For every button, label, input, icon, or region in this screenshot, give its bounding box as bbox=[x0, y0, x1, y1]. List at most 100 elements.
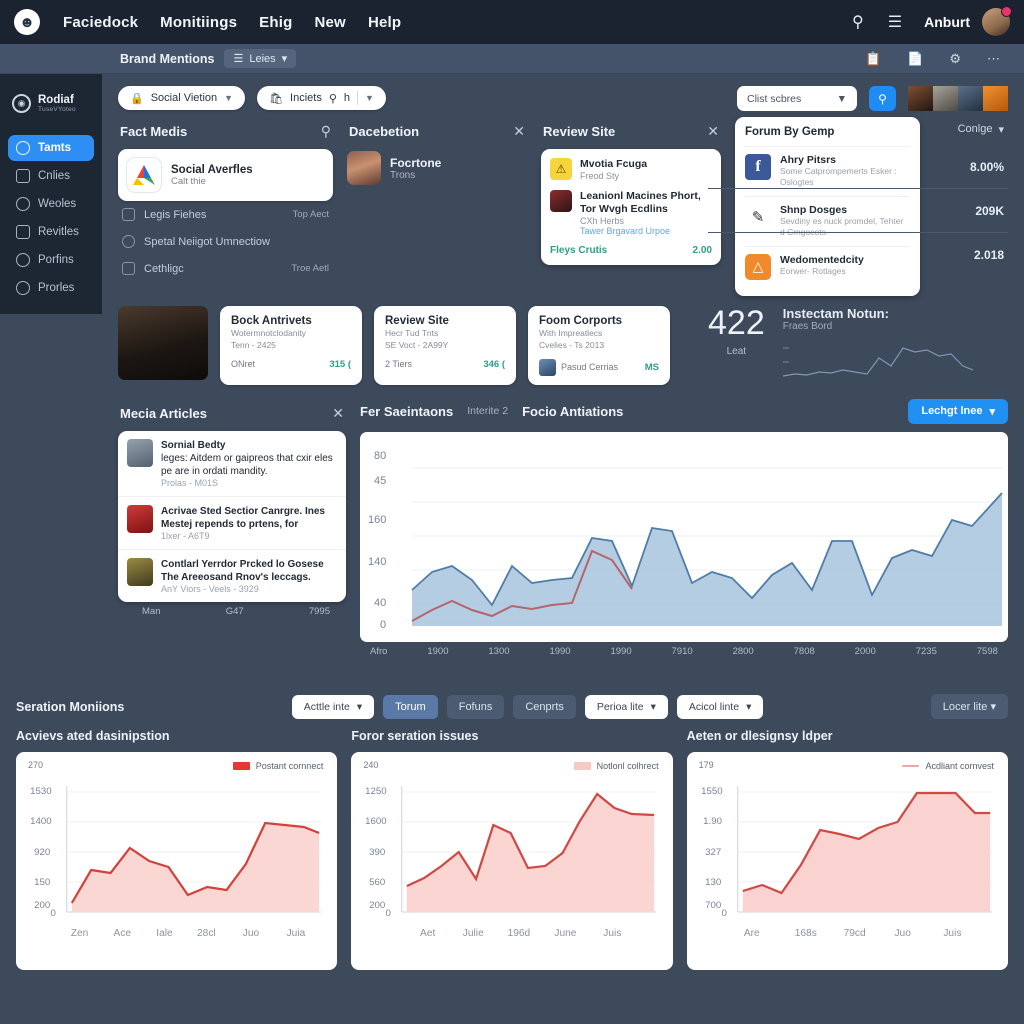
social-vietion-dropdown[interactable]: 🔒 Social Vietion ▼ bbox=[118, 86, 246, 110]
focrtone-card[interactable]: Focrtone Trons bbox=[347, 149, 527, 185]
review-footer-link[interactable]: Fleys Crutis bbox=[550, 245, 608, 257]
list-item[interactable]: Legis Fiehes Top Aect bbox=[118, 201, 333, 228]
bottom-chart-3[interactable]: 179 Acdliant cornvest bbox=[686, 752, 1008, 970]
clock-icon bbox=[122, 235, 135, 248]
svg-text:Juis: Juis bbox=[604, 928, 622, 939]
avatar[interactable] bbox=[958, 86, 983, 111]
review-item[interactable]: ⚠ Mvotia Fcuga Freod Sty bbox=[550, 158, 712, 181]
inciets-dropdown[interactable]: 🛍 Inciets ⚲ h ▼ bbox=[257, 86, 386, 110]
perioa-lite-dropdown[interactable]: Perioa lite ▾ bbox=[584, 694, 668, 719]
sidebar-item-porfins[interactable]: Porfins bbox=[8, 247, 94, 273]
social-averfles-card[interactable]: Social Averfles Calt thie bbox=[118, 149, 333, 201]
menu-item-3[interactable]: New bbox=[314, 13, 346, 31]
google-drive-icon bbox=[126, 157, 162, 193]
avatar[interactable] bbox=[933, 86, 958, 111]
sidebar-item-label: Cnlies bbox=[38, 170, 70, 182]
tab-torum[interactable]: Torum bbox=[383, 694, 438, 719]
more-icon[interactable]: ⋯ bbox=[987, 50, 1000, 66]
main-chart[interactable]: 80 45 160 140 40 0 bbox=[360, 431, 1008, 642]
axis-label: 7995 bbox=[308, 605, 330, 617]
dropdown-label: Acttle inte bbox=[303, 700, 350, 713]
svg-text:28cl: 28cl bbox=[197, 928, 216, 939]
list-item[interactable]: Cethligc Troe Aetl bbox=[118, 255, 333, 282]
list-item[interactable]: Contlarl Yerrdor Prcked lo Gosese The Ar… bbox=[118, 548, 346, 602]
avatar[interactable] bbox=[908, 86, 933, 111]
sidebar-item-prorles[interactable]: Prorles bbox=[8, 275, 94, 301]
search-select[interactable]: Clist scbres ▼ bbox=[737, 86, 857, 111]
user-avatar[interactable] bbox=[982, 6, 1012, 36]
menu-item-0[interactable]: Faciedock bbox=[63, 13, 139, 31]
chart-extra-title: Focio Antiations bbox=[522, 403, 624, 419]
forum-row[interactable]: △ Wedomentedcity Eorwer- Rotlages bbox=[745, 245, 910, 287]
tab-cenprts[interactable]: Cenprts bbox=[513, 694, 576, 719]
mini-card-title: Bock Antrivets bbox=[231, 314, 312, 327]
svg-text:Are: Are bbox=[744, 928, 760, 939]
list-item-label: Legis Fiehes bbox=[144, 208, 207, 221]
big-stat-title: Instectam Notun: bbox=[782, 306, 889, 321]
brand-logo-icon[interactable]: ☻ bbox=[14, 9, 40, 35]
search-icon[interactable]: ⚲ bbox=[320, 123, 331, 139]
article-meta: Prolas - M01S bbox=[161, 477, 219, 488]
panels-row-2: Bock Antrivets Wotermnotclodanity Tenn -… bbox=[102, 296, 1024, 385]
legend-label: Notlonl colhrect bbox=[596, 761, 659, 771]
svg-text:390: 390 bbox=[370, 847, 386, 858]
document-icon[interactable]: 📄 bbox=[907, 50, 924, 66]
svg-text:168s: 168s bbox=[794, 928, 816, 939]
mini-card[interactable]: Bock Antrivets Wotermnotclodanity Tenn -… bbox=[220, 305, 362, 385]
sidebar-item-label: Prorles bbox=[38, 282, 75, 294]
close-icon[interactable]: ✕ bbox=[332, 404, 344, 421]
bottom-chart-1[interactable]: 270 Postant cornnect bbox=[16, 752, 338, 970]
person-a bbox=[127, 438, 153, 467]
menu-icon[interactable]: ☰ bbox=[887, 14, 903, 31]
menu-item-2[interactable]: Ehig bbox=[259, 13, 293, 31]
lechgt-lnee-button[interactable]: Lechgt lnee ▾ bbox=[908, 398, 1008, 424]
close-icon[interactable]: ✕ bbox=[513, 123, 525, 139]
review-item[interactable]: Leanionl Macines Phort, Tor Wvgh Ecdlins… bbox=[550, 190, 712, 236]
search-icon[interactable]: ⚲ bbox=[328, 92, 337, 105]
svg-text:1400: 1400 bbox=[30, 816, 51, 827]
card-title: Focrtone bbox=[390, 155, 442, 170]
list-item-label: Cethligc bbox=[144, 262, 184, 275]
mini-card[interactable]: Review Site Hecr Tud Tnts SE Voct - 2A99… bbox=[374, 305, 516, 385]
locer-lite-dropdown[interactable]: Locer lite ▾ bbox=[930, 694, 1009, 719]
acttle-inte-dropdown[interactable]: Acttle inte ▾ bbox=[291, 694, 375, 719]
forum-row-title: Shnp Dosges bbox=[780, 203, 848, 216]
bottom-chart-2[interactable]: 240 Notlonl colhrect bbox=[351, 752, 673, 970]
svg-text:140: 140 bbox=[368, 556, 386, 568]
sidebar-brand-tagline: TuseVYoteo bbox=[38, 106, 76, 113]
avatar[interactable] bbox=[983, 86, 1008, 111]
list-item[interactable]: Sornial Bedty leges: Aitdem or gaipreos … bbox=[118, 431, 346, 496]
list-item[interactable]: Spetal Neiigot Umnectiow bbox=[118, 228, 333, 255]
acicol-linte-dropdown[interactable]: Acicol linte ▾ bbox=[676, 694, 764, 719]
list-item-right: Troe Aetl bbox=[291, 263, 329, 274]
mini-card[interactable]: Foom Corports With Impreatlecs Cvelies -… bbox=[528, 305, 670, 385]
sidebar-item-cnlies[interactable]: Cnlies bbox=[8, 163, 94, 189]
speaker-photo bbox=[118, 305, 208, 380]
mini-card-line2: SE Voct - 2A99Y bbox=[385, 340, 449, 351]
account-name[interactable]: Anburt bbox=[924, 14, 970, 30]
tab-fofuns[interactable]: Fofuns bbox=[446, 694, 505, 719]
chevron-down-icon: ▾ bbox=[281, 53, 288, 65]
lock-icon: 🔒 bbox=[130, 92, 144, 105]
chevron-down-icon: ▼ bbox=[836, 92, 847, 105]
menu-item-1[interactable]: Monitiings bbox=[160, 13, 238, 31]
menu-item-4[interactable]: Help bbox=[367, 13, 402, 31]
search-icon[interactable]: ⚲ bbox=[852, 14, 864, 31]
svg-text:Aet: Aet bbox=[420, 928, 435, 939]
search-button[interactable]: ⚲ bbox=[869, 86, 896, 111]
svg-text:150: 150 bbox=[34, 877, 50, 888]
list-item[interactable]: Acrivae Sted Sectior Canrgre. Ines Meste… bbox=[118, 495, 346, 549]
media-articles-list: Sornial Bedty leges: Aitdem or gaipreos … bbox=[118, 430, 346, 602]
gear-icon[interactable]: ⚙ bbox=[949, 50, 961, 66]
sidebar-item-label: Tamts bbox=[38, 142, 72, 154]
sidebar-item-weoles[interactable]: Weoles bbox=[8, 191, 94, 217]
svg-text:45: 45 bbox=[374, 475, 386, 487]
forum-row[interactable]: f Ahry Pitsrs Some Catprompemerts Esker … bbox=[745, 146, 910, 196]
svg-text:196d: 196d bbox=[508, 928, 531, 939]
sidebar-item-tamts[interactable]: Tamts bbox=[8, 135, 94, 161]
config-dropdown[interactable]: Conlge ▾ bbox=[708, 117, 1008, 145]
sidebar-item-revitles[interactable]: Revitles bbox=[8, 219, 94, 245]
leies-dropdown[interactable]: ☰ Leies ▾ bbox=[224, 49, 297, 68]
clipboard-icon[interactable]: 📋 bbox=[864, 50, 882, 66]
close-icon[interactable]: ✕ bbox=[707, 123, 719, 139]
